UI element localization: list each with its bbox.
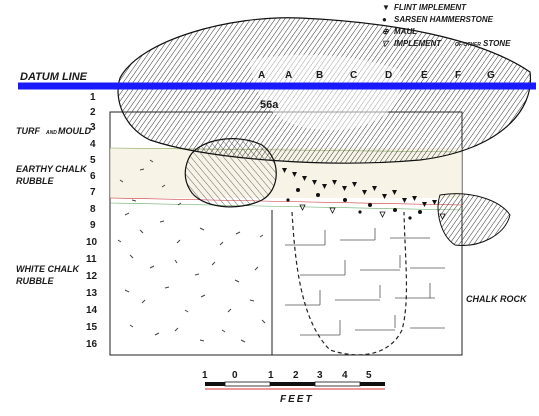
sarsen-hammerstone-icon: ● [382,15,387,24]
turf-label-connector: AND [45,130,57,136]
legend-implement: IMPLEMENT [394,39,442,48]
column-letter: D [385,70,392,81]
legend-sarsen-hammerstone: SARSEN HAMMERSTONE [394,15,494,24]
pit-outline [291,211,408,356]
depth-number: 5 [90,155,96,166]
column-letter: F [455,70,461,81]
column-letter: B [316,70,323,81]
scale-tick-label: 3 [317,370,323,381]
chalk-rubble-texture [117,159,266,343]
depth-number: 3 [90,122,96,133]
column-letters: A A B C D E F G [258,70,495,81]
scale-tick-label: 2 [293,370,299,381]
implement-finds [282,168,437,220]
depth-scale: 1 2 3 4 5 6 7 8 9 10 11 12 13 14 15 16 [86,92,98,350]
legend-implement-small: OF OTHER [455,42,481,48]
column-letter: A [285,70,292,81]
implement-finds-outline [299,204,446,220]
column-letter: C [350,70,357,81]
scale-unit-label: FEET [280,394,314,405]
datum-line-label: DATUM LINE [20,71,88,83]
maul-icon: ⊕ [382,27,389,36]
scale-tick-label: 1 [268,370,274,381]
packing-stone [184,138,277,208]
depth-number: 8 [90,204,96,215]
depth-number: 1 [90,92,96,103]
mould-label: MOULD [58,126,91,136]
layer-labels: TURF AND MOULD EARTHY CHALK RUBBLE WHITE… [16,126,528,304]
scale-tick-label: 5 [366,370,372,381]
legend: ▼ FLINT IMPLEMENT ● SARSEN HAMMERSTONE ⊕… [382,3,511,48]
depth-number: 9 [90,220,96,231]
flint-implement-icon: ▼ [382,3,390,12]
legend-implement-tail: STONE [483,39,511,48]
turf-label: TURF [16,126,40,136]
depth-number: 14 [86,305,98,316]
scale-tick-label: 4 [342,370,348,381]
scale-segment [205,382,225,386]
depth-number: 11 [86,254,97,265]
scale-tick-label: 0 [232,370,238,381]
chalk-rock-label: CHALK ROCK [466,294,528,304]
earthy-chalk-label: EARTHY CHALK [16,164,88,174]
scale-segment [314,381,361,387]
scale-segment [270,382,315,386]
earthy-rubble-label: RUBBLE [16,176,54,186]
scale-tick-label: 1 [202,370,208,381]
implement-icon: ▽ [382,39,390,48]
stone-number-label: 56a [260,99,279,111]
chalk-rock-texture [285,228,445,336]
depth-number: 13 [86,288,98,299]
column-letter: A [258,70,265,81]
layer-boundary [109,202,463,211]
scale-bar: 1 0 1 2 3 4 5 FEET [202,370,385,405]
legend-flint-implement: FLINT IMPLEMENT [394,3,467,12]
depth-number: 4 [90,139,96,150]
depth-number: 16 [86,339,98,350]
depth-number: 10 [86,237,98,248]
depth-number: 12 [86,271,98,282]
white-rubble-label: RUBBLE [16,276,54,286]
scale-segment [360,382,385,386]
depth-number: 15 [86,322,98,333]
depth-number: 6 [90,171,96,182]
scale-segment [224,381,271,387]
depth-number: 7 [90,187,96,198]
depth-number: 2 [90,107,96,118]
white-chalk-label: WHITE CHALK [16,264,80,274]
stone-base [437,193,511,246]
layer-boundary [109,197,463,206]
fallen-stone-face [250,54,401,131]
column-letter: E [421,70,428,81]
legend-maul: MAUL [394,27,417,36]
column-letter: G [487,70,495,81]
